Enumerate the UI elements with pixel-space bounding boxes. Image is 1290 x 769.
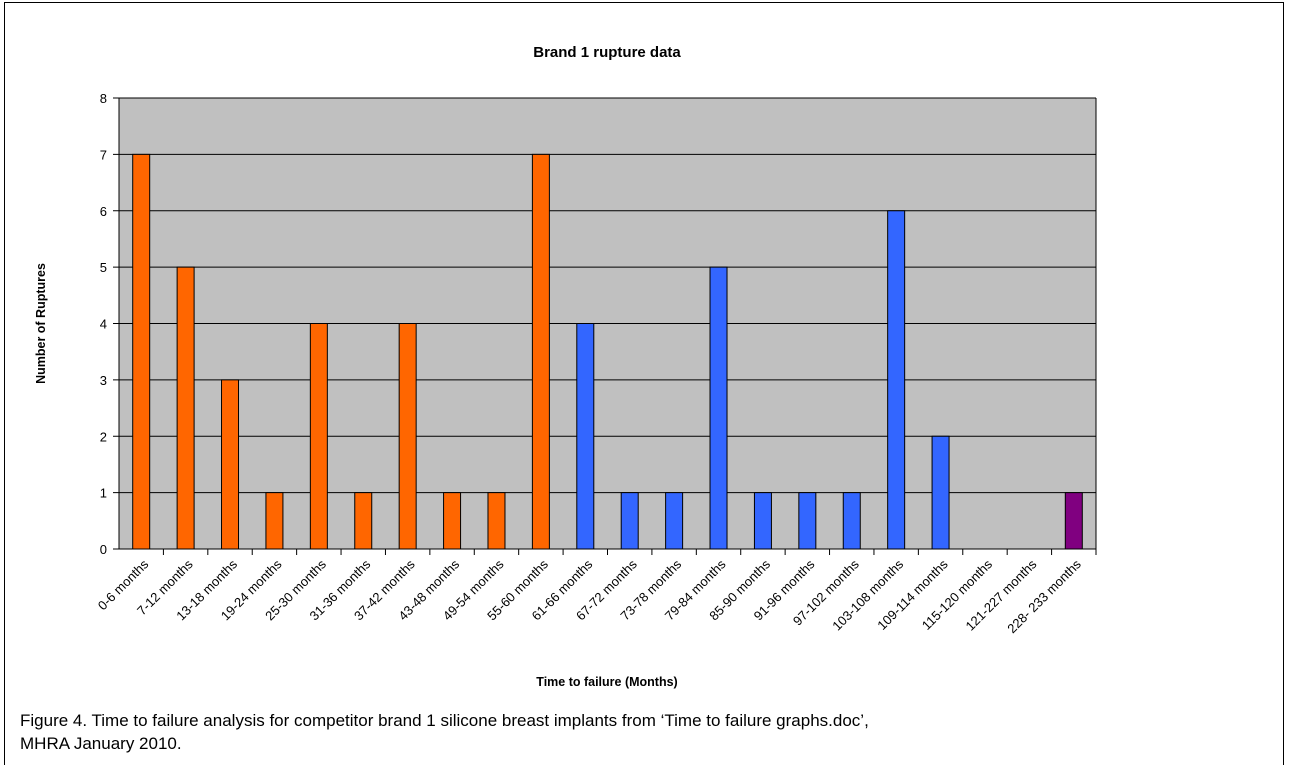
- y-tick-label: 5: [100, 260, 107, 275]
- bar: [842, 492, 861, 550]
- y-tick-label: 4: [100, 317, 107, 332]
- axes: [113, 97, 1097, 555]
- y-tick-label: 7: [100, 147, 107, 162]
- bar: [531, 153, 550, 550]
- chart-title: Brand 1 rupture data: [533, 44, 681, 61]
- bar: [487, 492, 506, 550]
- y-tick-labels: 0 1 2 3 4 5 6 7 8: [100, 91, 107, 557]
- bar: [354, 492, 373, 550]
- bar: [576, 323, 595, 550]
- y-tick-label: 2: [100, 429, 107, 444]
- bar: [931, 435, 950, 550]
- bar: [665, 492, 684, 550]
- bar: [620, 492, 639, 550]
- figure-caption: Figure 4. Time to failure analysis for c…: [20, 709, 1220, 755]
- bar: [887, 210, 906, 550]
- y-tick-label: 0: [100, 542, 107, 557]
- bar: [221, 379, 240, 550]
- y-tick-label: 6: [100, 204, 107, 219]
- y-tick-label: 8: [100, 91, 107, 106]
- bars: [132, 153, 1083, 550]
- figure-frame: [4, 2, 1284, 765]
- bar: [309, 323, 328, 550]
- y-tick-label: 3: [100, 373, 107, 388]
- caption-line-1: Figure 4. Time to failure analysis for c…: [20, 711, 869, 730]
- bar: [176, 266, 195, 550]
- bar: [443, 492, 462, 550]
- bar: [753, 492, 772, 550]
- bar: [398, 323, 417, 550]
- caption-line-2: MHRA January 2010.: [20, 734, 182, 753]
- y-axis-title: Number of Ruptures: [34, 263, 48, 384]
- x-axis-title: Time to failure (Months): [536, 675, 677, 689]
- bar: [1064, 492, 1083, 550]
- bar: [132, 153, 151, 550]
- bar: [798, 492, 817, 550]
- bar: [265, 492, 284, 550]
- y-tick-label: 1: [100, 486, 107, 501]
- bar: [709, 266, 728, 550]
